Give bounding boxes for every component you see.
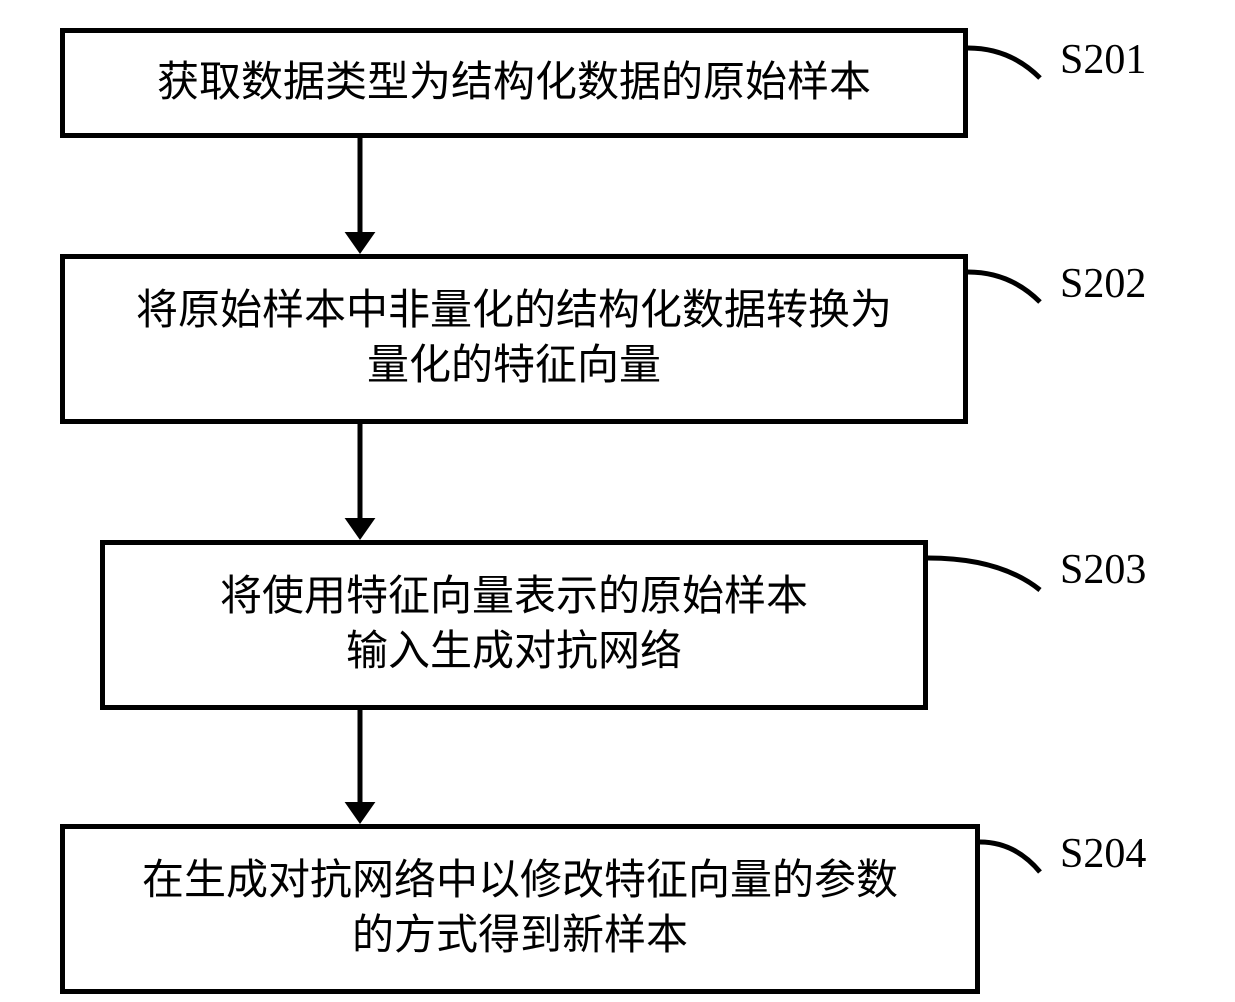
label-connector-n4 [0,0,1235,1002]
flowchart-canvas: 获取数据类型为结构化数据的原始样本将原始样本中非量化的结构化数据转换为 量化的特… [0,0,1235,1002]
